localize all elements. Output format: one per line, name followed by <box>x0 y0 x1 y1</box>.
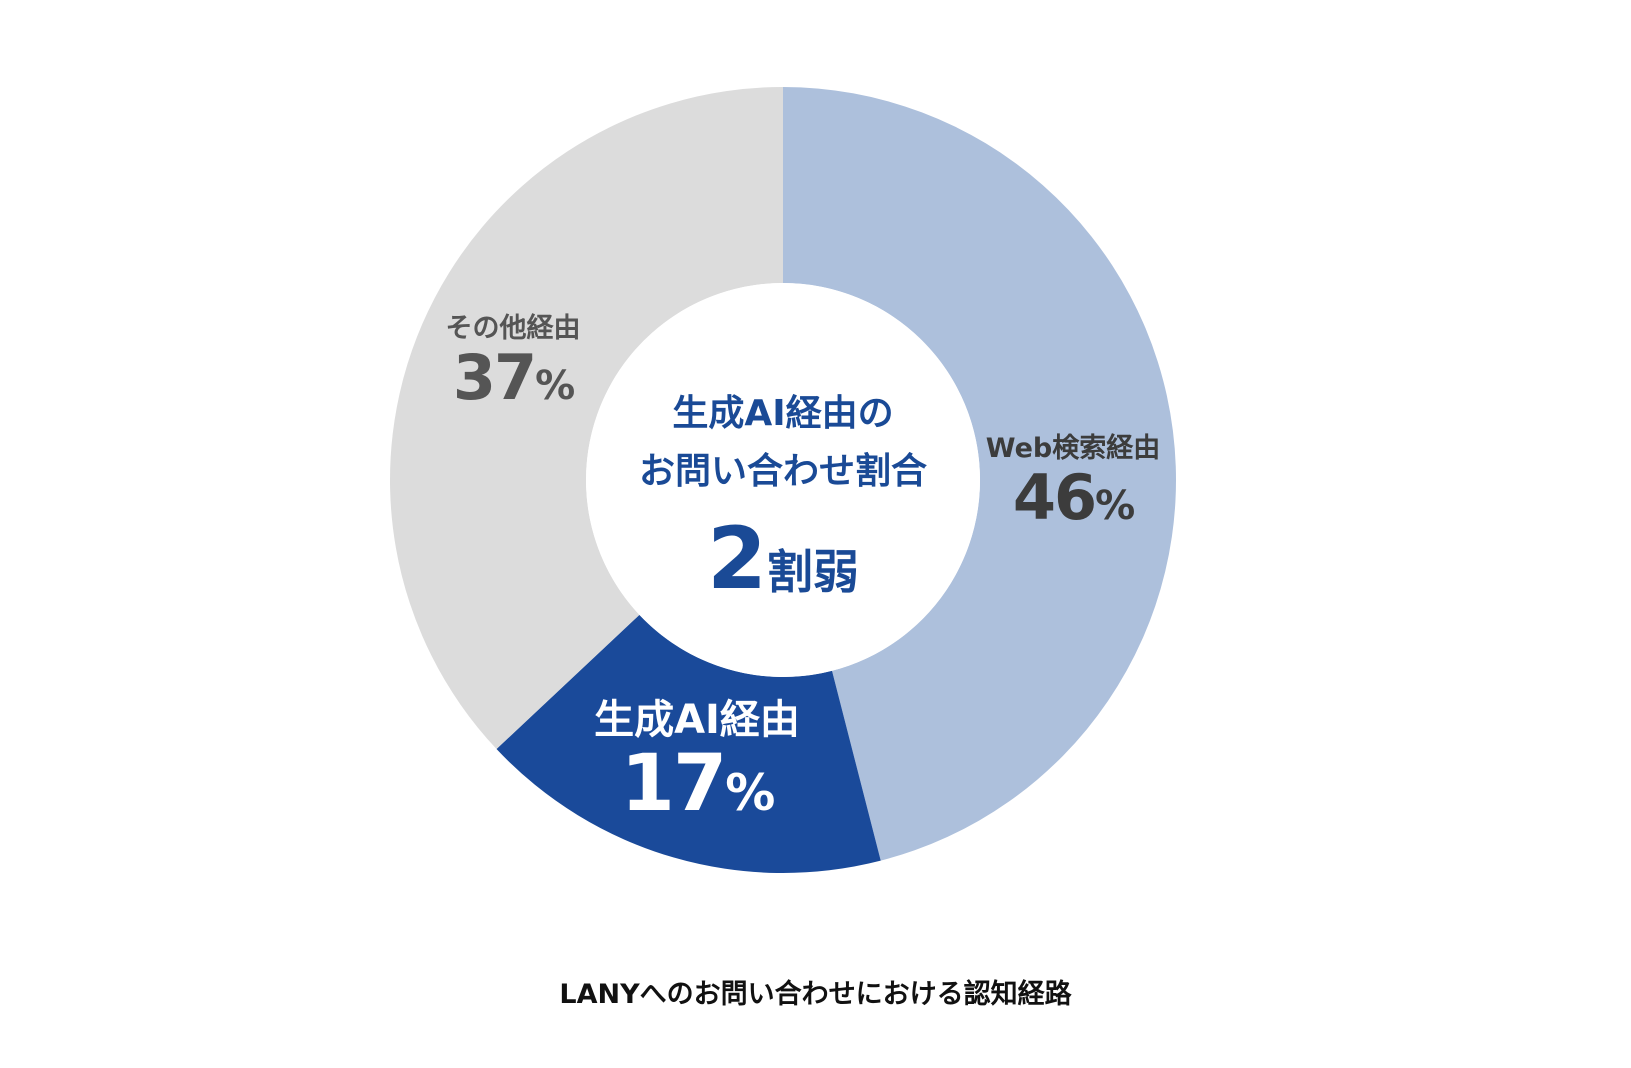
slice-category: 生成AI経由 <box>594 697 800 743</box>
center-title-line2: お問い合わせ割合 <box>638 451 927 492</box>
slice-value: 37% <box>452 340 575 414</box>
slice-label-1: 生成AI経由 17% <box>547 698 847 828</box>
center-value-suffix: 割弱 <box>766 545 859 599</box>
slice-category: その他経由 <box>445 313 581 344</box>
slice-0 <box>783 87 1177 861</box>
slice-value: 17% <box>620 739 776 829</box>
center-title-line1: 生成AI経由の <box>672 393 894 434</box>
slice-value: 46% <box>1012 460 1135 534</box>
donut-hole <box>586 283 980 677</box>
slice-label-2: その他経由 37% <box>363 314 663 412</box>
slice-1 <box>496 614 881 873</box>
slice-2 <box>389 87 783 750</box>
slice-category: Web検索経由 <box>985 433 1161 464</box>
center-value-number: 2 <box>707 509 767 609</box>
center-label: 生成AI経由の お問い合わせ割合 2割弱 <box>593 385 973 622</box>
slice-label-0: Web検索経由 46% <box>923 434 1223 532</box>
center-value: 2割弱 <box>593 509 973 622</box>
chart-caption: LANYへのお問い合わせにおける認知経路 <box>559 979 1072 1010</box>
